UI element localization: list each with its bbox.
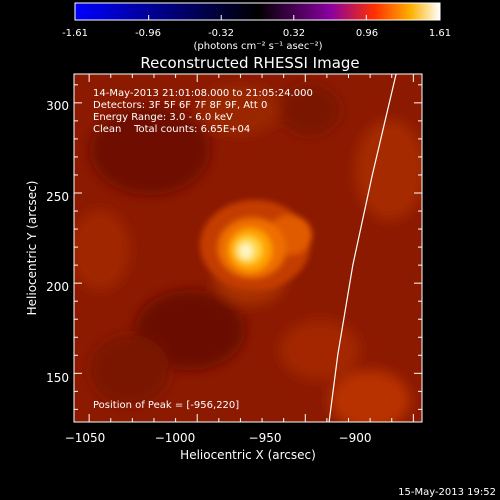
info-line: Energy Range: 3.0 - 6.0 keV [93, 112, 233, 123]
x-tick-label: −1050 [65, 431, 106, 445]
plot-frame [73, 73, 423, 423]
solar-limb-curve [328, 74, 397, 422]
peak-position-label: Position of Peak = [-956,220] [93, 400, 239, 411]
colorbar-tick-label: 0.96 [356, 28, 378, 39]
timestamp: 15-May-2013 19:52 [398, 487, 496, 498]
chart-title: Reconstructed RHESSI Image [140, 54, 359, 72]
colorbar-tick-label: 0.32 [283, 28, 305, 39]
colorbar-unit-label: (photons cm⁻² s⁻¹ asec⁻²) [193, 41, 322, 52]
info-line: Detectors: 3F 5F 6F 7F 8F 9F, Att 0 [93, 100, 267, 111]
y-tick-label: 250 [46, 190, 69, 204]
y-tick-label: 200 [46, 280, 69, 294]
axis-tick-marks [74, 74, 422, 422]
x-tick-label: −1000 [155, 431, 196, 445]
colorbar-tick-marks [74, 15, 441, 20]
colorbar-tick-label: -0.96 [135, 28, 161, 39]
colorbar-tick-label: -1.61 [62, 28, 88, 39]
colorbar-tick-label: 1.61 [429, 28, 451, 39]
y-axis-label: Heliocentric Y (arcsec) [25, 181, 39, 316]
colorbar: -1.61 -0.96 -0.32 0.32 0.96 1.61 (photon… [62, 2, 451, 52]
y-tick-label: 150 [46, 371, 69, 385]
y-tick-label: 300 [46, 99, 69, 113]
colorbar-gradient [74, 2, 441, 21]
x-axis-label: Heliocentric X (arcsec) [180, 448, 316, 462]
info-line: 14-May-2013 21:01:08.000 to 21:05:24.000 [93, 88, 313, 99]
x-tick-label: −950 [249, 431, 282, 445]
heatmap-image [74, 74, 422, 422]
colorbar-tick-label: -0.32 [208, 28, 234, 39]
info-line: Clean Total counts: 6.65E+04 [93, 124, 250, 135]
x-tick-label: −900 [339, 431, 372, 445]
